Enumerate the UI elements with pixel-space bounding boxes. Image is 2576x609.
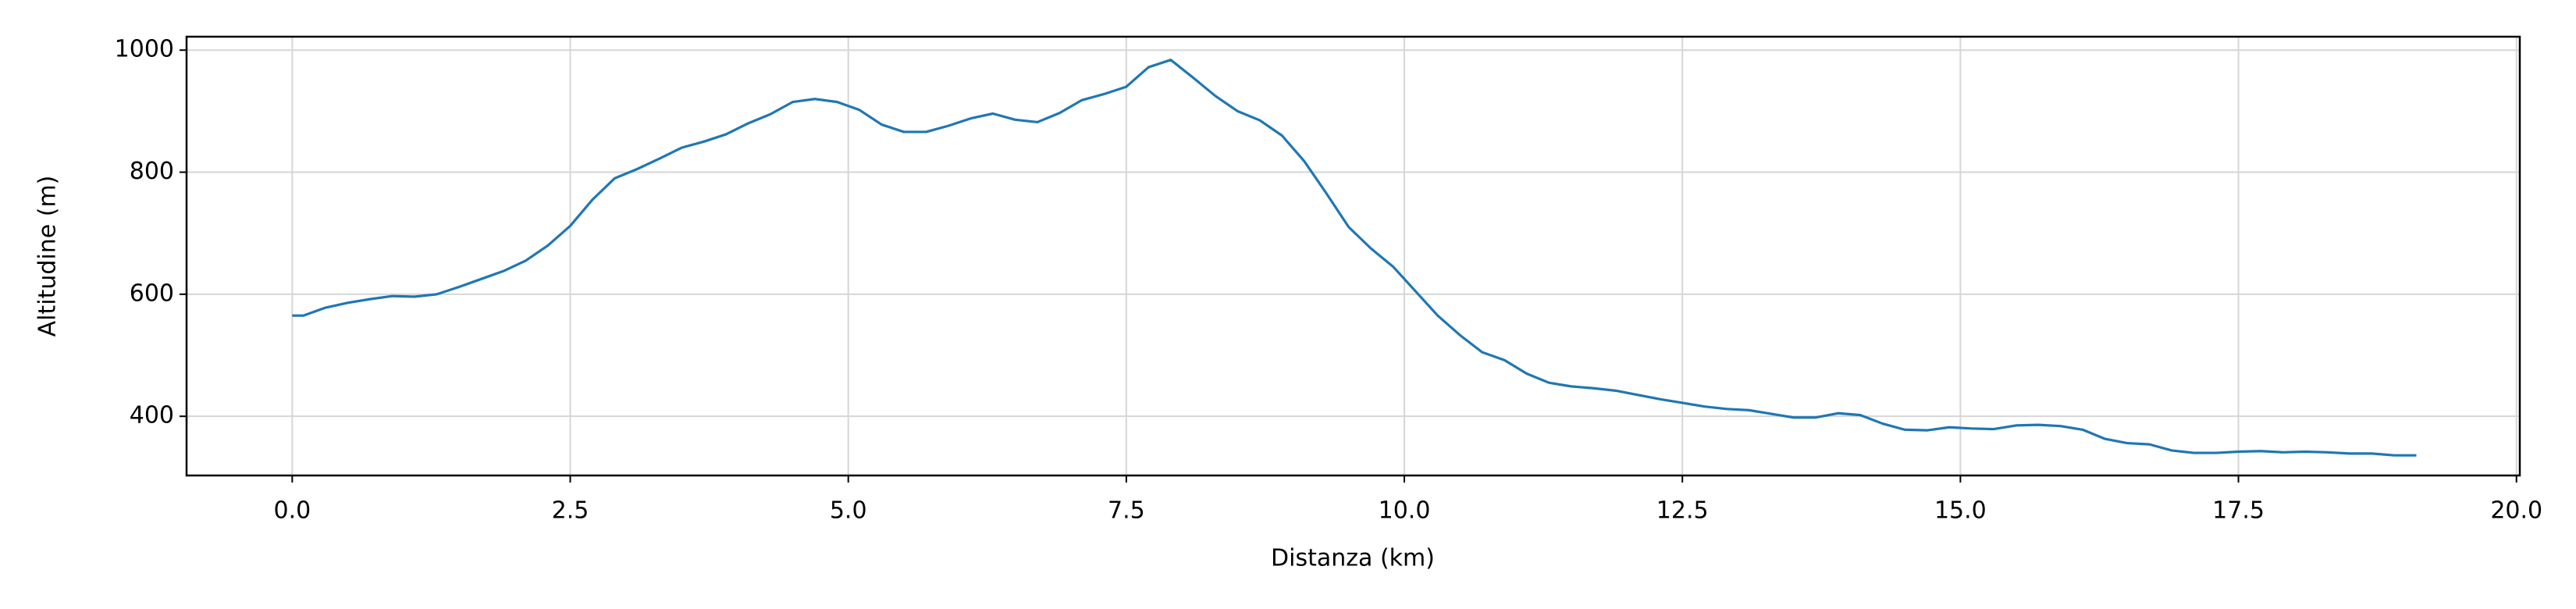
y-tick-label: 600: [130, 280, 174, 307]
y-tick-label: 800: [130, 158, 174, 185]
x-axis-label: Distanza (km): [1271, 545, 1435, 572]
mark-layer: [292, 59, 2417, 457]
x-tick-label: 0.0: [273, 497, 311, 525]
x-tick-label: 2.5: [552, 497, 589, 525]
y-tick-label: 400: [130, 402, 174, 429]
x-tick-label: 17.5: [2212, 497, 2265, 525]
x-tick-label: 15.0: [1934, 497, 1987, 525]
plot-frame: [185, 35, 2521, 477]
elevation-line: [292, 59, 2417, 457]
x-tick-label: 7.5: [1108, 497, 1145, 525]
x-tick-label: 20.0: [2490, 497, 2542, 525]
grid-layer: [187, 37, 2520, 475]
y-tick-label: 1000: [115, 36, 174, 63]
y-axis-label: Altitudine (m): [34, 176, 62, 337]
x-tick-label: 10.0: [1379, 497, 1431, 525]
x-tick-label: 12.5: [1656, 497, 1709, 525]
x-tick-label: 5.0: [830, 497, 867, 525]
